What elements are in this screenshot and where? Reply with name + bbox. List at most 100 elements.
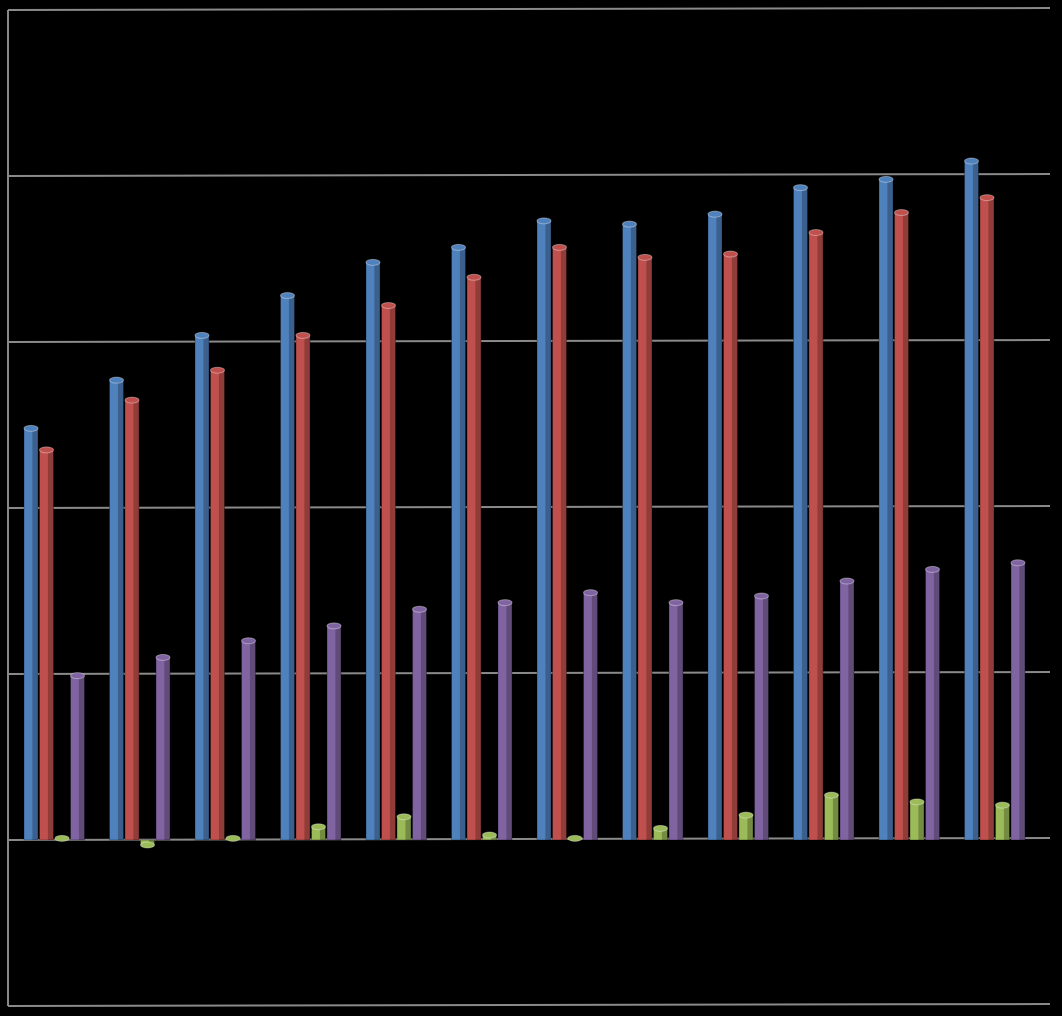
- bar-shade: [32, 428, 38, 840]
- bar-shade: [459, 247, 466, 840]
- bar-group: [210, 366, 225, 841]
- bar-group: [109, 376, 124, 841]
- bar-cap: [668, 599, 684, 607]
- bar-shade: [203, 335, 209, 840]
- bar-shade: [716, 214, 722, 840]
- bar-shade: [933, 569, 940, 840]
- bar-group: [738, 811, 754, 841]
- bar-shade: [591, 592, 598, 840]
- bar-cap: [466, 273, 482, 281]
- bar-group: [396, 813, 412, 841]
- bar-shade: [475, 277, 481, 840]
- bar-group: [365, 258, 381, 841]
- bar-group: [808, 228, 824, 841]
- bar-cap: [878, 175, 894, 183]
- bar-shade: [420, 609, 427, 840]
- bar-shade: [560, 247, 567, 840]
- bar-cap: [622, 220, 637, 228]
- bar-group: [995, 801, 1010, 841]
- bar-cap: [552, 243, 567, 251]
- bar-group: [925, 565, 940, 841]
- bar-shade: [1019, 562, 1025, 840]
- bar-group: [497, 599, 513, 841]
- bar-cap: [583, 589, 598, 597]
- bar-cap: [23, 424, 39, 432]
- bar-cap: [995, 801, 1010, 809]
- bar-shade: [630, 224, 637, 840]
- bar-cap: [295, 331, 311, 339]
- bar-cap: [412, 605, 427, 613]
- bar-group: [979, 194, 995, 841]
- bar-cap: [707, 210, 723, 218]
- bar-shade: [218, 370, 225, 840]
- bar-group: [839, 577, 855, 841]
- bar-group: [793, 184, 808, 841]
- bar-group: [124, 396, 140, 841]
- bar-cap: [964, 157, 979, 165]
- bar-group: [451, 243, 466, 841]
- bar-cap: [909, 798, 925, 806]
- bar-shade: [288, 295, 295, 840]
- bar-shade: [389, 305, 396, 841]
- bar-cap: [839, 577, 855, 585]
- bar-group: [225, 834, 241, 842]
- bar-shade: [832, 795, 839, 840]
- bar-shade: [848, 581, 854, 840]
- bar-group: [23, 424, 39, 841]
- bar-shade: [506, 602, 512, 840]
- bar-group: [311, 823, 326, 841]
- bar-group: [653, 824, 668, 841]
- bar-cap: [210, 366, 225, 374]
- bar-group: [754, 592, 769, 841]
- bar-group: [194, 331, 210, 841]
- bar-group: [878, 175, 894, 841]
- bar-cap: [567, 834, 583, 842]
- bar-cap: [39, 446, 54, 454]
- bar-group: [241, 637, 256, 841]
- bar-cap: [381, 301, 396, 309]
- grid-line: [7, 173, 1051, 177]
- bar-group: [536, 217, 552, 841]
- bar-cap: [109, 376, 124, 384]
- bar-cap: [280, 292, 295, 300]
- bar-group: [707, 210, 723, 841]
- bar-cap: [653, 824, 668, 832]
- bar-group: [482, 831, 497, 841]
- bar-shade: [887, 179, 893, 840]
- bar-shade: [47, 449, 54, 840]
- bar-shade: [249, 640, 256, 840]
- bar-group: [1010, 559, 1026, 841]
- bar-cap: [808, 228, 824, 236]
- bar-group: [567, 834, 583, 842]
- bar-shade: [133, 400, 139, 840]
- grid-line: [7, 7, 1051, 11]
- bar-shade: [490, 835, 497, 840]
- bar-group: [280, 292, 295, 841]
- bar-cap: [793, 184, 808, 192]
- bar-shade: [405, 816, 411, 840]
- bar-group: [583, 589, 598, 841]
- bar-cap: [894, 209, 909, 217]
- bar-shade: [817, 232, 823, 840]
- bar-cap: [824, 791, 839, 799]
- bar-group: [824, 791, 839, 841]
- bar-group: [381, 301, 396, 841]
- grid-line: [7, 339, 1051, 343]
- bar-cap: [194, 331, 210, 339]
- bar-cap: [365, 258, 381, 266]
- bar-cap: [979, 194, 995, 202]
- bar-shade: [661, 828, 668, 840]
- bar-shade: [148, 840, 155, 845]
- grid-line: [7, 671, 1051, 675]
- bar-group: [326, 622, 342, 841]
- bar-shade: [801, 187, 808, 840]
- grid-line: [7, 1003, 1051, 1007]
- bar-cap: [311, 823, 326, 831]
- bar-group: [552, 243, 567, 841]
- grid-line: [7, 505, 1051, 509]
- bar-cap: [241, 637, 256, 645]
- bar-shade: [78, 675, 85, 840]
- bar-group: [909, 798, 925, 841]
- bar-group: [295, 331, 311, 841]
